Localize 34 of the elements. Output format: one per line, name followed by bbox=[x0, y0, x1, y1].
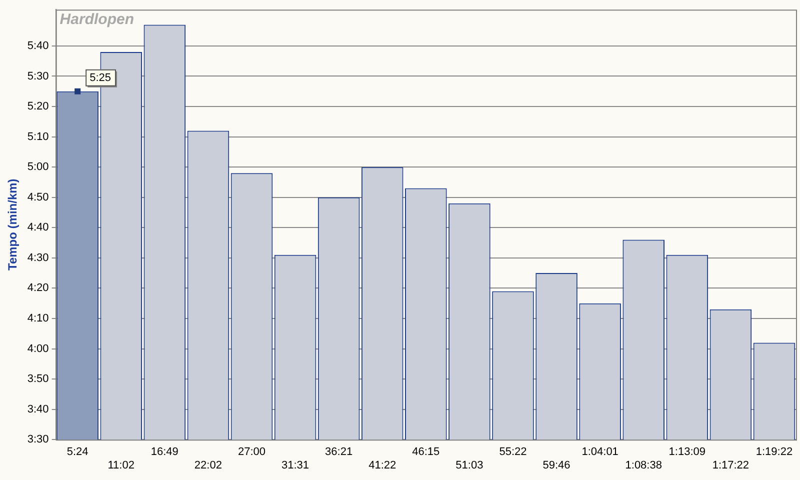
y-tick-label: 4:50 bbox=[27, 191, 49, 204]
annotation: 5:25 bbox=[90, 72, 111, 84]
y-tick-label: 4:00 bbox=[27, 342, 49, 355]
y-tick-label: 5:10 bbox=[27, 130, 49, 143]
x-tick-label: 31:31 bbox=[282, 459, 310, 472]
x-tick-label: 41:22 bbox=[368, 459, 396, 472]
x-tick-label: 1:04:01 bbox=[582, 446, 618, 458]
x-tick-label: 5:24 bbox=[66, 446, 88, 458]
x-tick-label: 51:03 bbox=[456, 459, 484, 472]
y-tick-label: 5:30 bbox=[27, 70, 49, 82]
x-tick-label: 16:49 bbox=[150, 446, 178, 458]
x-tick-label: 11:02 bbox=[108, 459, 134, 472]
x-tick-label: 1:13:09 bbox=[668, 446, 706, 458]
y-tick-label: 4:20 bbox=[27, 282, 49, 294]
x-tick-label: 1:08:38 bbox=[625, 459, 662, 472]
y-tick-label: 4:30 bbox=[27, 252, 49, 264]
chart-title: Hardlopen bbox=[60, 11, 134, 28]
y-tick-label: 3:40 bbox=[27, 403, 49, 416]
y-tick-label: 5:00 bbox=[27, 161, 49, 174]
y-tick-label: 3:50 bbox=[27, 373, 49, 386]
x-tick-label: 22:02 bbox=[194, 459, 222, 472]
y-tick-label: 4:10 bbox=[27, 312, 49, 325]
x-tick-label: 1:17:22 bbox=[712, 459, 750, 472]
x-tick-label: 36:21 bbox=[325, 446, 353, 458]
y-tick-label: 4:40 bbox=[27, 222, 49, 234]
x-tick-label: 55:22 bbox=[499, 446, 527, 458]
y-axis-title: Tempo (min/km) bbox=[6, 178, 20, 270]
x-tick-label: 59:46 bbox=[542, 459, 570, 472]
x-tick-label: 27:00 bbox=[238, 446, 266, 458]
y-tick-label: 5:20 bbox=[27, 100, 49, 113]
y-tick-label: 5:40 bbox=[27, 40, 49, 52]
y-tick-label: 3:30 bbox=[27, 434, 49, 446]
x-tick-label: 1:19:22 bbox=[756, 446, 793, 458]
x-tick-label: 46:15 bbox=[412, 446, 440, 458]
